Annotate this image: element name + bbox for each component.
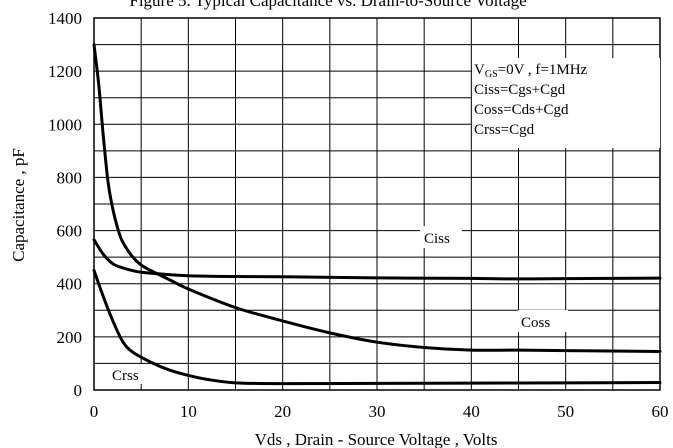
x-tick-label: 50 xyxy=(557,402,574,421)
condition-subscript: GS xyxy=(485,69,498,80)
y-tick-labels: 0 200 400 600 800 1000 1200 1400 xyxy=(48,9,82,400)
annotation-line-crss: Crss=Cgd xyxy=(474,122,535,138)
series-line-coss xyxy=(92,43,662,353)
series-label-ciss-bg xyxy=(420,226,462,248)
y-axis-label: Capacitance , pF xyxy=(9,148,28,262)
series-label-crss-bg xyxy=(108,364,148,384)
y-tick-label: 200 xyxy=(57,328,83,347)
condition-suffix: =0V , f=1MHz xyxy=(498,62,588,78)
x-tick-label: 10 xyxy=(180,402,197,421)
x-tick-label: 40 xyxy=(463,402,480,421)
series-label-crss: Crss xyxy=(112,368,139,384)
x-tick-labels: 0 10 20 30 40 50 60 xyxy=(90,402,669,421)
y-tick-label: 800 xyxy=(57,168,83,187)
y-tick-label: 600 xyxy=(57,222,83,241)
y-tick-label: 400 xyxy=(57,275,83,294)
x-tick-label: 60 xyxy=(652,402,669,421)
condition-prefix: V xyxy=(474,62,485,78)
annotation-line-coss: Coss=Cds+Cgd xyxy=(474,102,569,118)
x-tick-label: 30 xyxy=(369,402,386,421)
series-label-coss-group: Coss xyxy=(518,310,568,332)
series-label-ciss-group: Ciss xyxy=(420,226,462,248)
annotation-line-ciss: Ciss=Cgs+Cgd xyxy=(474,82,566,98)
series-layer xyxy=(92,43,662,386)
x-axis-label: Vds , Drain - Source Voltage , Volts xyxy=(255,430,498,448)
series-line-ciss xyxy=(92,238,662,281)
plot-frame xyxy=(93,17,661,391)
x-tick-label: 0 xyxy=(90,402,99,421)
series-label-crss-group: Crss xyxy=(108,364,148,384)
annotation-background xyxy=(472,58,660,148)
annotation-condition: VGS=0V , f=1MHz xyxy=(474,62,588,80)
y-tick-label: 0 xyxy=(74,381,83,400)
chart-title: Figure 5. Typical Capacitance vs. Drain-… xyxy=(129,0,526,10)
series-line-crss xyxy=(92,268,662,386)
series-label-ciss: Ciss xyxy=(424,231,450,247)
y-tick-label: 1200 xyxy=(48,62,82,81)
series-label-coss: Coss xyxy=(521,315,550,331)
x-tick-label: 20 xyxy=(274,402,291,421)
y-tick-label: 1000 xyxy=(48,115,82,134)
series-label-coss-bg xyxy=(518,310,568,332)
annotation-box: VGS=0V , f=1MHz Ciss=Cgs+Cgd Coss=Cds+Cg… xyxy=(472,58,660,148)
y-tick-label: 1400 xyxy=(48,9,82,28)
